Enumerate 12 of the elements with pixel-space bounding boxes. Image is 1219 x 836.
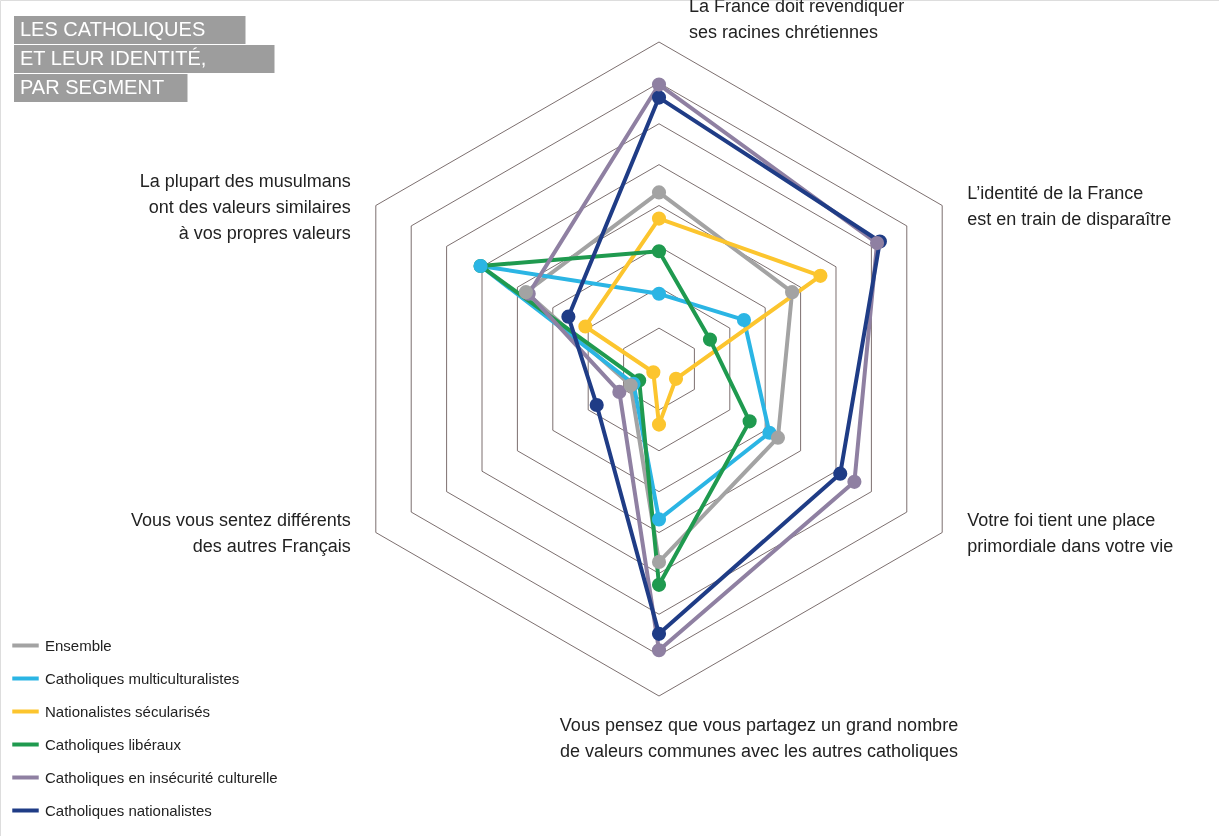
spoke-label: Vous vous sentez différents des autres Français bbox=[131, 509, 351, 556]
spoke-label: Vous pensez que vous partagez un grand nombre de valeurs communes avec les autres catholiques bbox=[559, 715, 959, 761]
legend-label: Catholiques multiculturalistes bbox=[45, 669, 240, 687]
spoke-label: Votre foi tient une place primordiale dans votre vie bbox=[967, 509, 1174, 556]
legend-label: Nationalistes sécularisés bbox=[45, 702, 211, 720]
legend-label: Catholiques libéraux bbox=[45, 735, 182, 753]
legend-label: Catholiques nationalistes bbox=[45, 801, 212, 819]
legend-label: Ensemble bbox=[45, 636, 112, 654]
legend-label: Catholiques en insécurité culturelle bbox=[45, 768, 278, 786]
spoke-label: La plupart des musulmans ont des valeurs similaires à vos propres valeurs bbox=[139, 170, 351, 243]
text: LES CATHOLIQUES ET LEUR IDENTITÉ, PAR SEGMENT bbox=[20, 18, 207, 98]
spoke-label: L’identité de la France est en train de disparaître bbox=[967, 182, 1172, 229]
